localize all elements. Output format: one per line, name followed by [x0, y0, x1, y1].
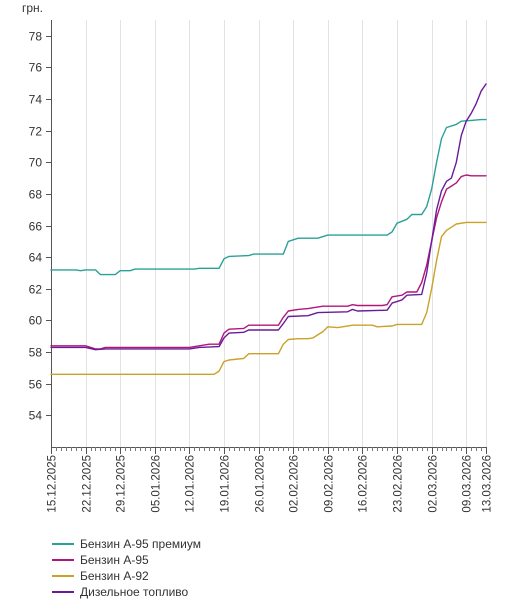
legend: Бензин А-95 премиум Бензин А-95 Бензин А-9…: [52, 536, 201, 600]
fuel-price-chart: грн. 54 56 58 60 62 64 66 68 70 72 74 76 78 15.12.20…: [22, 1, 494, 513]
y-tick-label: 58: [29, 346, 43, 360]
x-tick-label: 29.12.2025: [116, 455, 128, 513]
x-tick-label: 23.02.2026: [393, 455, 405, 513]
y-tick-label: 72: [29, 125, 43, 139]
series-lines: [50, 83, 487, 375]
series-line-0: [50, 118, 487, 276]
y-tick-label: 56: [29, 378, 43, 392]
legend-label: Бензин А-92: [80, 569, 149, 583]
legend-swatch: [52, 543, 74, 545]
chart-grid: [51, 20, 487, 447]
x-axis: 15.12.2025 22.12.2025 29.12.2025 05.01.2026…: [47, 447, 494, 513]
series-line-2: [50, 221, 487, 375]
y-tick-label: 64: [29, 251, 43, 265]
x-tick-label: 15.12.2025: [47, 455, 59, 513]
x-tick-label: 02.02.2026: [289, 455, 301, 513]
x-tick-label: 16.02.2026: [358, 455, 370, 513]
y-tick-label: 76: [29, 61, 43, 75]
legend-item: Бензин А-92: [52, 568, 201, 584]
y-axis: 54 56 58 60 62 64 66 68 70 72 74 76 78: [29, 20, 52, 447]
legend-swatch: [52, 559, 74, 561]
x-tick-label: 19.01.2026: [220, 455, 232, 513]
legend-item: Бензин А-95: [52, 552, 201, 568]
legend-swatch: [52, 575, 74, 577]
y-tick-label: 74: [29, 93, 43, 107]
legend-label: Бензин А-95: [80, 553, 149, 567]
x-tick-label: 09.03.2026: [462, 455, 474, 513]
legend-swatch: [52, 591, 74, 593]
legend-item: Бензин А-95 премиум: [52, 536, 201, 552]
y-tick-label: 54: [29, 409, 43, 423]
legend-item: Дизельное топливо: [52, 584, 201, 600]
legend-label: Бензин А-95 премиум: [80, 537, 201, 551]
y-unit-label: грн.: [22, 1, 43, 15]
y-tick-label: 78: [29, 30, 43, 44]
x-tick-label: 13.03.2026: [482, 455, 494, 513]
x-tick-label: 26.01.2026: [255, 455, 267, 513]
legend-label: Дизельное топливо: [80, 585, 189, 599]
y-tick-label: 68: [29, 188, 43, 202]
x-tick-label: 02.03.2026: [428, 455, 440, 513]
y-tick-label: 66: [29, 220, 43, 234]
y-tick-label: 70: [29, 156, 43, 170]
y-tick-label: 62: [29, 283, 43, 297]
series-line-1: [50, 174, 487, 350]
y-tick-label: 60: [29, 314, 43, 328]
x-tick-label: 22.12.2025: [82, 455, 94, 513]
series-line-3: [50, 83, 487, 351]
x-tick-label: 05.01.2026: [151, 455, 163, 513]
x-tick-label: 09.02.2026: [324, 455, 336, 513]
x-tick-label: 12.01.2026: [185, 455, 197, 513]
